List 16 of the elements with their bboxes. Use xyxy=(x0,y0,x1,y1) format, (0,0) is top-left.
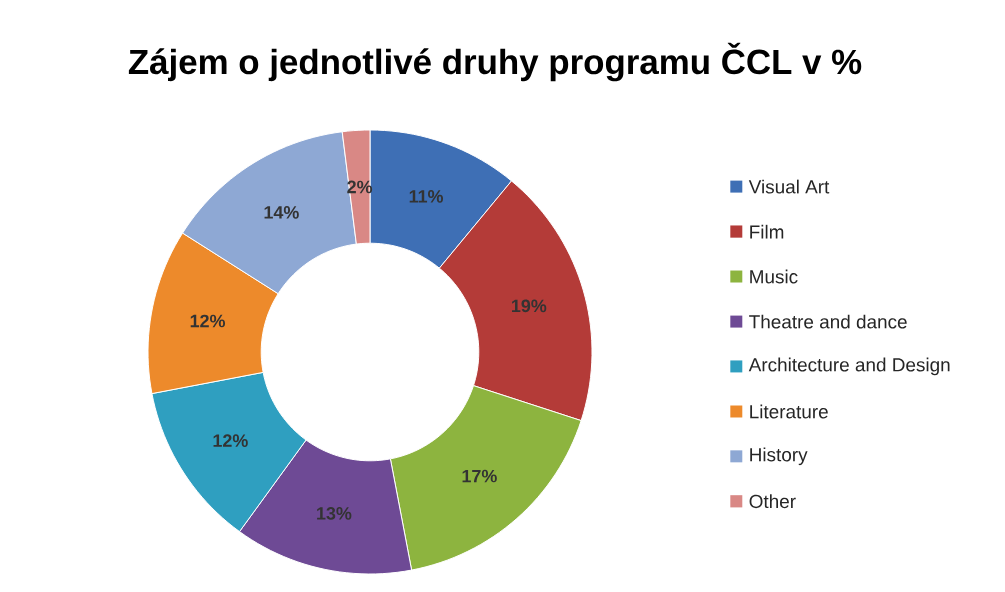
data-label: 12% xyxy=(213,434,248,447)
legend-label: Theatre and dance xyxy=(749,314,907,329)
data-label: 17% xyxy=(462,469,497,483)
legend-label: Literature xyxy=(750,404,828,419)
data-label: 11% xyxy=(409,190,444,203)
legend-label: Other xyxy=(749,494,796,509)
data-label: 14% xyxy=(264,206,299,219)
legend-label: Music xyxy=(750,269,798,284)
data-label: 13% xyxy=(317,507,352,520)
data-label: 12% xyxy=(190,314,226,328)
data-label: 19% xyxy=(512,299,547,313)
legend-label: Film xyxy=(750,224,784,239)
legend-label: History xyxy=(750,447,808,466)
legend-label: Architecture and Design xyxy=(748,357,950,376)
chart-title: Zájem o jednotlivé druhy programu ČCL v % xyxy=(128,42,862,82)
legend-label: Visual Art xyxy=(748,179,830,194)
